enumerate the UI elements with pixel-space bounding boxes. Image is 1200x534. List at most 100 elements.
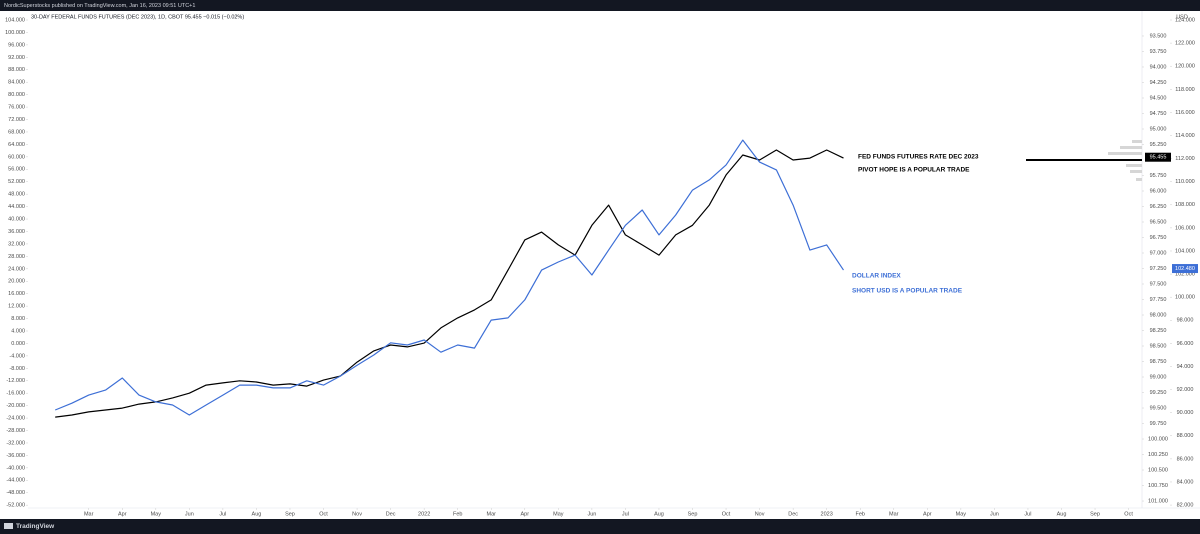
y-tick-label: 20.000	[8, 279, 25, 285]
x-tick-label: Oct	[1124, 511, 1133, 517]
x-tick-label: Jul	[1024, 511, 1031, 517]
x-tick-label: Sep	[1090, 511, 1100, 517]
y2-tick-label: 96.250	[1150, 204, 1167, 210]
y-tick-label: 96.000	[8, 42, 25, 48]
y-tick-label: 24.000	[8, 266, 25, 272]
y2-tick-label: 94.250	[1150, 80, 1167, 86]
x-tick-label: Nov	[352, 511, 362, 517]
y3-tick-label: 86.000	[1177, 456, 1194, 462]
x-tick-label: Feb	[855, 511, 864, 517]
y-tick-label: 48.000	[8, 192, 25, 198]
y-tick-label: -24.000	[6, 416, 25, 422]
y-tick-label: 104.000	[5, 17, 25, 23]
y2-tick-label: 94.500	[1150, 95, 1167, 101]
y2-tick-label: 95.750	[1150, 173, 1167, 179]
y3-tick-label: 112.000	[1175, 156, 1194, 162]
usd-axis-title: USD	[1176, 14, 1188, 20]
y-tick-label: 72.000	[8, 117, 25, 123]
x-tick-label: May	[956, 511, 967, 517]
y2-tick-label: 95.000	[1150, 126, 1167, 132]
last-value-box	[1172, 264, 1198, 274]
x-tick-label: Mar	[889, 511, 899, 517]
y-tick-label: 12.000	[8, 304, 25, 310]
y2-tick-label: 97.500	[1150, 281, 1167, 287]
footer-brand: TradingView	[16, 523, 55, 530]
y3-tick-label: 114.000	[1175, 133, 1194, 139]
x-tick-label: Oct	[722, 511, 731, 517]
y2-tick-label: 98.000	[1150, 312, 1167, 318]
y-tick-label: -40.000	[6, 465, 25, 471]
y3-tick-label: 122.000	[1175, 41, 1195, 47]
last-value-label: 102.480	[1175, 266, 1195, 272]
y2-tick-label: 101.000	[1148, 498, 1168, 504]
y3-tick-label: 82.000	[1177, 503, 1194, 509]
y2-tick-label: 94.750	[1150, 111, 1167, 117]
y3-tick-label: 110.000	[1175, 179, 1194, 185]
y2-tick-label: 100.500	[1148, 467, 1168, 473]
x-tick-label: Mar	[84, 511, 94, 517]
x-tick-label: 2023	[821, 511, 833, 517]
y3-tick-label: 106.000	[1175, 225, 1195, 231]
y-tick-label: -20.000	[6, 403, 25, 409]
y2-tick-label: 99.000	[1150, 374, 1167, 380]
y-tick-label: 28.000	[8, 254, 25, 260]
y-tick-label: -44.000	[6, 478, 25, 484]
y3-tick-label: 102.000	[1175, 272, 1195, 278]
series-note: PIVOT HOPE IS A POPULAR TRADE	[858, 167, 970, 174]
y2-tick-label: 97.750	[1150, 297, 1167, 303]
y3-tick-label: 94.000	[1177, 364, 1194, 370]
y-tick-label: 92.000	[8, 55, 25, 61]
series-label: FED FUNDS FUTURES RATE DEC 2023	[858, 154, 979, 161]
y3-tick-label: 120.000	[1175, 64, 1195, 70]
x-tick-label: Aug	[1057, 511, 1067, 517]
x-tick-label: Dec	[788, 511, 798, 517]
y-tick-label: 88.000	[8, 67, 25, 73]
y-tick-label: 16.000	[8, 291, 25, 297]
y2-tick-label: 93.500	[1150, 33, 1167, 39]
chart-legend: 30-DAY FEDERAL FUNDS FUTURES (DEC 2023),…	[31, 14, 244, 20]
volume-profile	[1108, 140, 1142, 181]
last-value-label: 95.455	[1150, 155, 1167, 161]
x-tick-label: Jul	[622, 511, 629, 517]
y2-tick-label: 93.750	[1150, 49, 1167, 55]
y3-tick-label: 98.000	[1177, 318, 1194, 324]
y3-tick-label: 104.000	[1175, 248, 1195, 254]
top-bar	[0, 0, 1200, 11]
y3-tick-label: 100.000	[1175, 295, 1195, 301]
y3-tick-label: 108.000	[1175, 202, 1195, 208]
x-tick-label: Apr	[118, 511, 127, 517]
x-tick-label: Oct	[319, 511, 328, 517]
y-tick-label: 36.000	[8, 229, 25, 235]
last-value-box	[1145, 152, 1171, 162]
y2-tick-label: 96.000	[1150, 188, 1167, 194]
y2-tick-label: 97.250	[1150, 266, 1167, 272]
x-tick-label: Jun	[587, 511, 596, 517]
x-tick-label: 2022	[418, 511, 430, 517]
x-tick-label: Sep	[285, 511, 295, 517]
x-tick-label: Feb	[453, 511, 462, 517]
y2-tick-label: 94.000	[1150, 64, 1167, 70]
y2-tick-label: 100.250	[1148, 452, 1168, 458]
x-tick-label: Apr	[923, 511, 932, 517]
x-tick-label: Aug	[252, 511, 262, 517]
x-tick-label: Aug	[654, 511, 664, 517]
y2-tick-label: 95.250	[1150, 142, 1167, 148]
y2-tick-label: 97.000	[1150, 250, 1167, 256]
series-line	[55, 149, 844, 418]
footer-bar	[0, 519, 1200, 534]
x-tick-label: May	[151, 511, 162, 517]
x-tick-label: May	[553, 511, 564, 517]
y-tick-label: -32.000	[6, 440, 25, 446]
x-tick-label: Nov	[755, 511, 765, 517]
y3-tick-label: 116.000	[1175, 110, 1194, 116]
y-tick-label: 4.000	[11, 328, 25, 334]
y2-tick-label: 96.500	[1150, 219, 1167, 225]
series-label: DOLLAR INDEX	[852, 273, 901, 280]
y3-tick-label: 92.000	[1177, 387, 1194, 393]
x-tick-label: Apr	[521, 511, 530, 517]
y-tick-label: 100.000	[5, 30, 25, 36]
y-tick-label: 32.000	[8, 241, 25, 247]
y2-tick-label: 99.500	[1150, 405, 1167, 411]
